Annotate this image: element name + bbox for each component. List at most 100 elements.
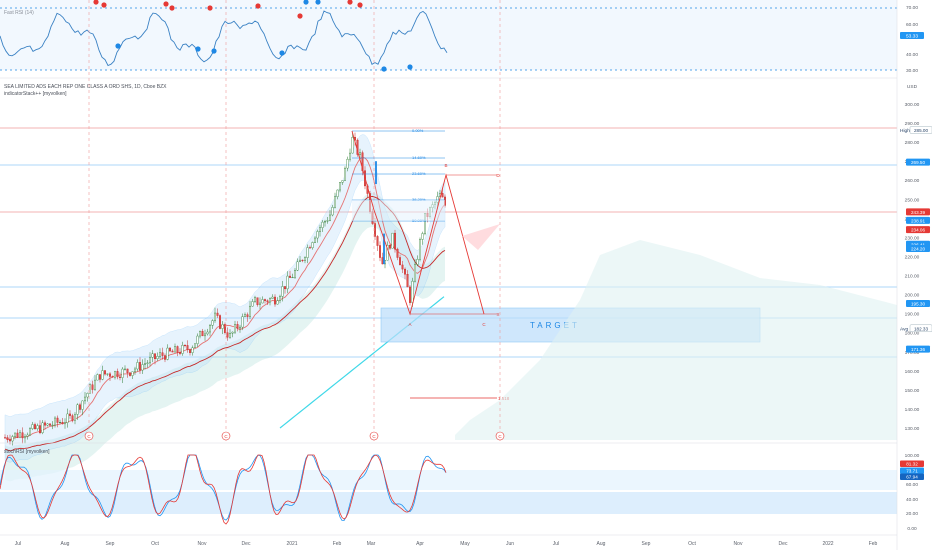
candle-body <box>36 425 39 430</box>
candle-body <box>103 370 106 375</box>
candle-body <box>389 245 392 249</box>
candle-body <box>171 350 174 353</box>
candle-body <box>241 316 244 328</box>
pattern-point-d: D <box>496 173 500 178</box>
price-tick: 180.00 <box>905 331 920 337</box>
candle-body <box>163 355 166 360</box>
candle-body <box>213 312 216 321</box>
candle-body <box>326 220 329 222</box>
rsi-line <box>0 10 448 67</box>
time-label-sep: Sep <box>106 541 115 547</box>
badge-value: 269.50 <box>911 160 925 165</box>
candle-body <box>68 413 71 416</box>
rsi-markers <box>93 0 413 72</box>
candle-body <box>66 413 69 423</box>
candle-body <box>133 368 136 372</box>
rsi-signal-marker <box>93 0 99 5</box>
candle-body <box>178 352 181 354</box>
cycle-marker <box>221 431 231 441</box>
stoch-badge <box>900 473 924 480</box>
stoch-badge <box>900 460 924 467</box>
time-label-sep: Sep <box>642 541 651 547</box>
candle-body <box>8 439 11 442</box>
candle-body <box>329 214 332 221</box>
badge-box <box>909 324 932 332</box>
badge-box <box>906 345 930 353</box>
candle-body <box>228 332 231 338</box>
candle-body <box>253 297 256 302</box>
candle-body <box>168 347 171 352</box>
stoch-axis[interactable]: 100.0080.0060.0040.0020.000.0081.3273.71… <box>900 453 924 532</box>
price-badges: High 285.00 269.50 243.39 238.91 234.06 226.41… <box>900 126 932 353</box>
candle-body <box>304 257 307 261</box>
rsi-signal-marker <box>381 66 387 72</box>
candle-body <box>136 362 139 370</box>
candle-body <box>31 424 34 429</box>
rsi-signal-marker <box>315 0 321 5</box>
candle-body <box>81 400 84 410</box>
candle-body <box>226 332 229 338</box>
time-axis[interactable]: Jul Aug Sep Oct Nov Dec 2021 Feb Mar Apr May Jun Jul… <box>15 541 878 547</box>
candle-body <box>296 261 299 271</box>
badge-box <box>906 208 930 216</box>
rsi-signal-marker <box>195 46 201 52</box>
candle-body <box>148 357 151 364</box>
candle-body <box>61 422 64 425</box>
candle-body <box>319 227 322 232</box>
candle-body <box>414 264 417 282</box>
price-tick: 280.00 <box>905 140 920 146</box>
candle-body <box>19 432 22 438</box>
candle-body <box>256 297 259 305</box>
fib-retracement: 0.00%14.60%23.60%38.20%50.00% <box>352 128 445 223</box>
fib-zone <box>352 200 445 221</box>
candle-body <box>359 152 362 155</box>
candle-body <box>441 193 444 198</box>
badge-box <box>906 300 930 308</box>
price-tick: 170.00 <box>905 350 920 356</box>
candle-body <box>106 373 109 375</box>
stoch-tick: 40.00 <box>906 497 918 503</box>
candle-body <box>3 437 6 439</box>
candle-body <box>123 368 126 370</box>
candle-body <box>223 324 226 333</box>
candle-body <box>321 221 324 228</box>
candle-body <box>176 346 179 353</box>
price-axis[interactable]: USD300.00290.00280.00270.00260.00250.002… <box>905 84 920 432</box>
price-tick: 300.00 <box>905 102 920 108</box>
candle-body <box>306 247 309 258</box>
candle-body <box>39 425 42 434</box>
time-label-aug: Aug <box>61 541 70 547</box>
time-label-oct: Oct <box>688 541 696 547</box>
pattern-point-a: A <box>408 322 411 327</box>
rsi-signal-marker <box>163 1 169 7</box>
candle-body <box>116 371 119 378</box>
rsi-signal-marker <box>169 5 175 11</box>
candle-body <box>404 268 407 275</box>
rsi-signal-marker <box>115 43 121 49</box>
candle-body <box>206 331 209 335</box>
candle-body <box>361 152 364 171</box>
chart-title: SEA LIMITED ADS EACH REP ONE CLASS A ORD… <box>4 84 167 90</box>
candle-body <box>6 437 9 440</box>
candle-body <box>248 305 251 317</box>
candle-body <box>188 349 191 353</box>
candle-body <box>344 167 347 181</box>
candle-body <box>101 370 104 380</box>
fib-level-label: 0.00% <box>412 128 424 133</box>
rsi-axis[interactable]: 70.00 60.00 40.00 30.00 53.33 <box>900 5 924 74</box>
candle-body <box>416 259 419 265</box>
cycle-lines: C C C C <box>84 0 505 443</box>
badge-value: 171.36 <box>911 347 925 352</box>
candle-body <box>391 232 394 249</box>
candle-body <box>143 363 146 365</box>
candle-body <box>16 432 19 438</box>
candle-body <box>108 373 111 377</box>
candle-body <box>289 275 292 278</box>
candle-body <box>316 231 319 239</box>
candle-body <box>324 221 327 223</box>
candle-body <box>394 232 397 250</box>
price-tick: 260.00 <box>905 178 920 184</box>
candle-body <box>218 315 221 329</box>
